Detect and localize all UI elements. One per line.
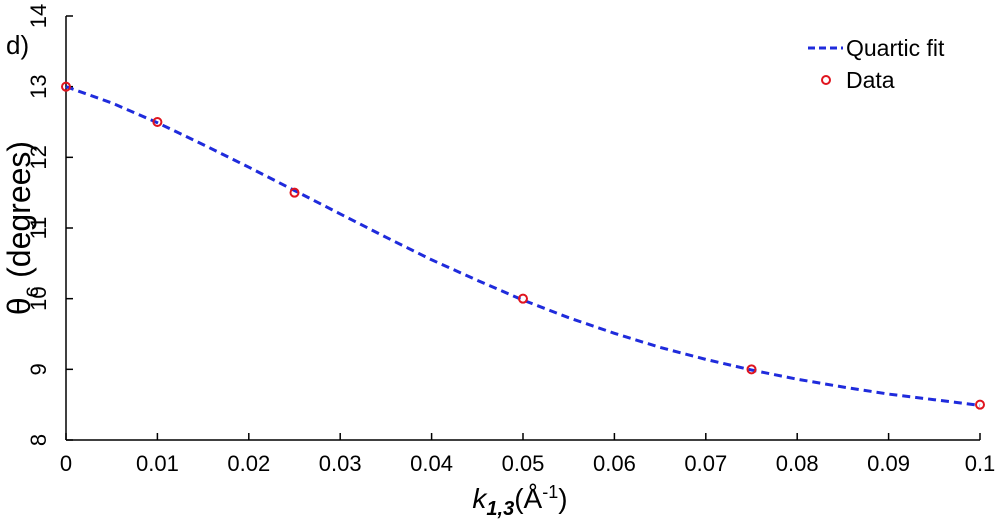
data-point — [746, 364, 757, 375]
panel-label: d) — [6, 30, 29, 60]
data-point — [975, 399, 985, 410]
x-tick-label: 0 — [60, 451, 72, 476]
y-tick-label: 13 — [26, 74, 51, 98]
x-axis-label-sub: 1,3 — [486, 498, 514, 519]
x-tick-label: 0.05 — [502, 451, 545, 476]
x-axis-label-unit-prefix: (Å — [514, 483, 542, 514]
y-tick-label: 9 — [26, 363, 51, 375]
data-point — [289, 187, 300, 198]
y-tick-label: 12 — [26, 145, 51, 169]
y-axis-ticks: 8 9 10 11 12 13 14 — [26, 4, 73, 446]
plot-area — [61, 81, 985, 410]
data-point — [61, 81, 71, 92]
x-tick-label: 0.01 — [136, 451, 179, 476]
y-tick-label: 14 — [26, 4, 51, 28]
x-tick-label: 0.02 — [227, 451, 270, 476]
data-point — [152, 117, 163, 127]
y-tick-label: 8 — [26, 434, 51, 446]
data-point — [518, 293, 528, 304]
x-tick-label: 0.09 — [867, 451, 910, 476]
x-axis-label-main: k — [472, 483, 488, 514]
x-axis-ticks: 0 0.01 0.02 0.03 0.04 0.05 0.06 0.07 0.08 0.09 0.1 — [60, 433, 995, 476]
x-tick-label: 0.03 — [319, 451, 362, 476]
y-axis-label-sub: c — [20, 287, 43, 298]
legend: Quartic fit Data — [808, 35, 945, 93]
x-axis-label: k1,3(Å-1) — [472, 482, 567, 519]
x-axis-label-unit-suffix: ) — [558, 483, 567, 514]
x-tick-label: 0.1 — [965, 451, 996, 476]
x-tick-label: 0.06 — [593, 451, 636, 476]
x-axis-label-unit-sup: -1 — [542, 482, 558, 502]
quartic-fit-line — [65, 85, 981, 407]
x-tick-label: 0.04 — [410, 451, 453, 476]
axes — [65, 16, 980, 441]
x-tick-label: 0.07 — [684, 451, 727, 476]
legend-data-label: Data — [846, 67, 895, 93]
x-tick-label: 0.08 — [776, 451, 819, 476]
y-tick-label: 11 — [26, 217, 51, 240]
y-tick-label: 10 — [26, 286, 51, 310]
y-axis-label-unit: (degrees) — [1, 141, 37, 287]
y-axis-label-main: θ — [1, 297, 37, 315]
legend-data-marker — [821, 75, 831, 85]
legend-fit-label: Quartic fit — [846, 35, 945, 61]
y-axis-label: θc (degrees) — [1, 141, 43, 315]
